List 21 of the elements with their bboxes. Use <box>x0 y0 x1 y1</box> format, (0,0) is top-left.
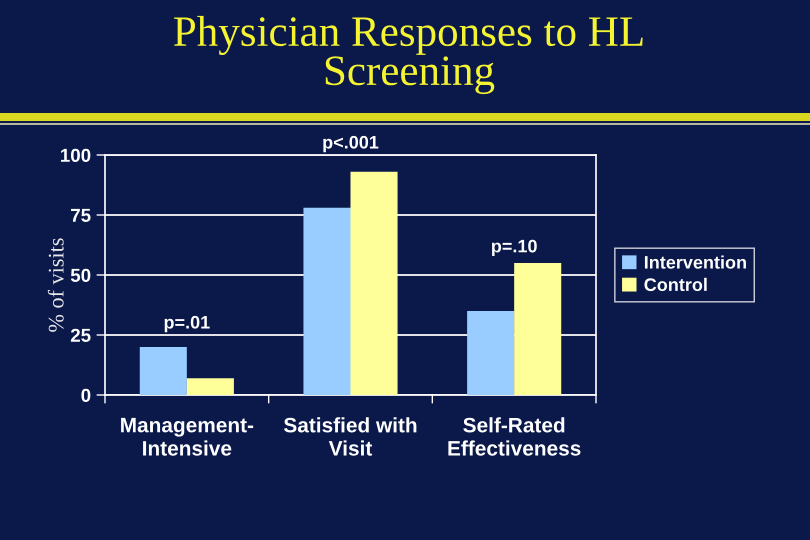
y-tick-label: 75 <box>71 208 91 222</box>
legend-label: Intervention <box>644 255 746 269</box>
text: p<.001 <box>323 136 378 152</box>
annotation: p=.10 <box>492 240 537 256</box>
x-tick-label: Satisfied with Visit <box>284 417 416 456</box>
bar <box>350 172 398 395</box>
y-axis-title: % of visits <box>48 238 64 332</box>
y-tick-label: 50 <box>70 268 90 282</box>
bar <box>140 347 187 395</box>
bar <box>186 378 234 395</box>
y-tick-label: 25 <box>70 328 91 342</box>
x-tick-label: Management- Intensive <box>121 418 254 456</box>
annotation: p=.01 <box>164 316 210 332</box>
y-tick-label: 0 <box>81 388 90 402</box>
bar <box>514 263 562 395</box>
chart-title: Physician Responses to HL Screening <box>174 16 643 94</box>
y-tick-label: 100 <box>61 148 90 162</box>
bar <box>303 208 350 395</box>
bar <box>467 311 514 395</box>
x-tick-label: Self-Rated Effectiveness <box>448 417 580 456</box>
legend-label: Control <box>644 278 707 292</box>
